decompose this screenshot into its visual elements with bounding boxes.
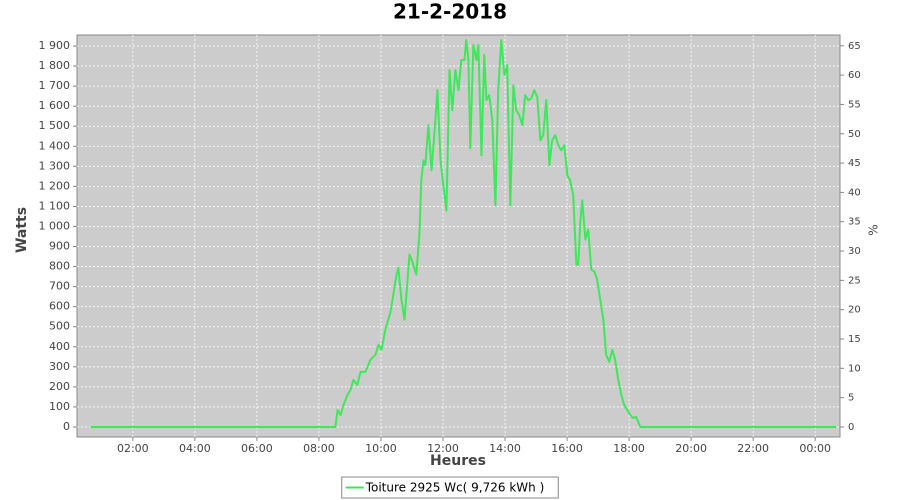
y2-tick-label: 10 <box>848 363 861 374</box>
y-tick-label: 1 600 <box>39 99 71 112</box>
y-tick-label: 500 <box>49 320 70 333</box>
x-tick-label: 20:00 <box>675 442 707 455</box>
chart-title: 21-2-2018 <box>393 0 507 24</box>
x-tick-label: 18:00 <box>613 442 645 455</box>
y2-tick-label: 20 <box>848 305 861 316</box>
y-tick-label: 1 900 <box>39 39 71 52</box>
y-tick-label: 1 000 <box>39 219 71 232</box>
x-tick-label: 02:00 <box>117 442 149 455</box>
y-tick-label: 600 <box>49 300 70 313</box>
y2-tick-label: 65 <box>848 41 861 52</box>
x-tick-label: 08:00 <box>303 442 335 455</box>
y-tick-label: 300 <box>49 360 70 373</box>
legend-box <box>341 476 559 499</box>
y-tick-label: 900 <box>49 240 70 253</box>
y2-tick-label: 30 <box>848 246 861 257</box>
x-tick-label: 22:00 <box>737 442 769 455</box>
legend: Toiture 2925 Wc( 9,726 kWh ) <box>341 476 559 499</box>
plot-area <box>76 34 841 438</box>
x-tick-label: 04:00 <box>179 442 211 455</box>
marks <box>90 39 836 428</box>
y-tick-label: 1 800 <box>39 59 71 72</box>
y2-tick-label: 5 <box>848 393 854 404</box>
legend-label: Toiture 2925 Wc( 9,726 kWh ) <box>365 481 545 495</box>
y-tick-label: 1 300 <box>39 159 71 172</box>
x-axis-title: Heures <box>430 453 486 469</box>
y-tick-label: 1 400 <box>39 139 71 152</box>
series-line <box>90 39 836 428</box>
y-axis-title: Watts <box>14 207 30 253</box>
y-tick-label: 100 <box>49 400 70 413</box>
x-tick-label: 12:00 <box>427 442 459 455</box>
y-tick-label: 200 <box>49 380 70 393</box>
y2-tick-label: 50 <box>848 129 861 140</box>
y2-tick-label: 15 <box>848 334 861 345</box>
y-tick-label: 700 <box>49 280 70 293</box>
y-tick-label: 1 500 <box>39 119 71 132</box>
x-tick-label: 14:00 <box>489 442 521 455</box>
x-tick-label: 10:00 <box>365 442 397 455</box>
y-tick-label: 0 <box>63 420 70 433</box>
y-tick-label: 800 <box>49 260 70 273</box>
y2-tick-label: 45 <box>848 158 861 169</box>
x-tick-label: 06:00 <box>241 442 273 455</box>
y2-tick-label: 25 <box>848 275 861 286</box>
y2-tick-label: 0 <box>848 422 854 433</box>
y-tick-label: 400 <box>49 340 70 353</box>
y-tick-label: 1 100 <box>39 199 71 212</box>
y2-tick-label: 40 <box>848 187 861 198</box>
y-tick-label: 1 700 <box>39 79 71 92</box>
y-tick-label: 1 200 <box>39 179 71 192</box>
x-tick-label: 00:00 <box>799 442 831 455</box>
x-tick-label: 16:00 <box>551 442 583 455</box>
y2-tick-label: 55 <box>848 99 861 110</box>
y2-axis-title: % <box>867 224 881 235</box>
y2-tick-label: 60 <box>848 70 861 81</box>
y2-tick-label: 35 <box>848 217 861 228</box>
